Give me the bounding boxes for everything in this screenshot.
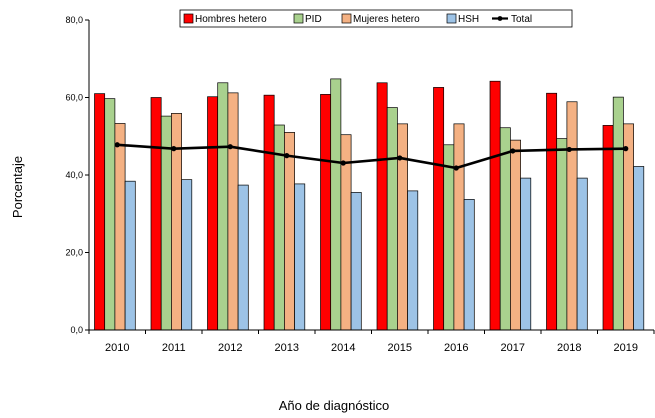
legend-swatch-hsh	[446, 13, 457, 24]
y-tick-label: 80,0	[65, 15, 83, 25]
legend-box	[179, 9, 573, 28]
bar-mujeres-hetero-2019	[623, 123, 634, 331]
legend-label-total: Total	[511, 14, 532, 25]
legend-swatch-mujeres-hetero	[341, 13, 352, 24]
legend-swatch-pid	[293, 13, 304, 24]
point-total-2012	[227, 144, 233, 150]
x-tick-label-2011: 2011	[162, 342, 186, 354]
bar-mujeres-hetero-2018	[566, 101, 578, 331]
bar-hsh-2018	[576, 177, 588, 331]
legend-label-pid: PID	[305, 14, 322, 25]
bar-hombres-hetero-2016	[433, 87, 445, 331]
bar-pid-2012	[217, 82, 229, 331]
legend: Hombres hetero PID Mujeres hetero HSH Total	[179, 9, 573, 28]
bar-hombres-hetero-2015	[376, 82, 388, 331]
bar-hsh-2013	[294, 183, 306, 331]
bar-pid-2018	[556, 138, 568, 331]
y-tick-label: 60,0	[65, 93, 83, 103]
x-tick-label-2017: 2017	[501, 342, 525, 354]
x-tick-label-2016: 2016	[444, 342, 468, 354]
x-tick-label-2014: 2014	[331, 342, 355, 354]
point-total-2011	[171, 146, 177, 152]
y-axis-title: Porcentaje	[10, 156, 25, 218]
bar-mujeres-hetero-2015	[397, 123, 408, 331]
x-tick-labels: 2010 2011 2012 2013 2014 2015 2016 2017 2018 2019	[105, 342, 638, 354]
x-tick-label-2010: 2010	[105, 342, 129, 354]
bar-hombres-hetero-2013	[263, 94, 275, 331]
bar-mujeres-hetero-2010	[114, 123, 126, 331]
bar-pid-2017	[499, 127, 511, 331]
y-tick-labels: 0,0 20,0 40,0 60,0 80,0	[65, 15, 83, 335]
bar-hombres-hetero-2017	[489, 80, 501, 331]
point-total-2010	[114, 142, 120, 148]
bar-hombres-hetero-2012	[207, 96, 219, 331]
legend-label-hsh: HSH	[458, 14, 479, 25]
point-total-2013	[284, 153, 290, 159]
bar-hombres-hetero-2018	[546, 92, 558, 331]
x-tick-label-2012: 2012	[218, 342, 242, 354]
bar-hsh-2015	[407, 190, 419, 331]
line-total	[117, 143, 626, 170]
bar-pid-2015	[386, 107, 398, 331]
legend-marker-total	[497, 16, 503, 21]
bar-hsh-2017	[520, 177, 532, 331]
bar-mujeres-hetero-2016	[453, 123, 465, 331]
legend-label-hombres-hetero: Hombres hetero	[195, 14, 267, 25]
y-tick-label: 0,0	[70, 325, 83, 335]
bar-mujeres-hetero-2017	[510, 139, 521, 331]
point-total-2018	[566, 146, 572, 153]
bar-hombres-hetero-2011	[150, 97, 162, 331]
bar-hsh-2012	[237, 184, 249, 331]
legend-swatch-hombres-hetero	[183, 13, 194, 24]
y-tick-label: 20,0	[65, 248, 83, 258]
bars-layer	[94, 78, 645, 331]
axes-layer	[85, 19, 655, 334]
bar-hsh-2011	[181, 179, 193, 331]
x-tick-label-2013: 2013	[275, 342, 299, 354]
bar-hombres-hetero-2010	[94, 93, 106, 331]
bar-pid-2010	[104, 98, 116, 331]
y-tick-label: 40,0	[65, 170, 83, 180]
bar-mujeres-hetero-2013	[284, 132, 295, 331]
bar-pid-2019	[612, 96, 624, 331]
bar-hsh-2019	[633, 166, 645, 331]
legend-label-mujeres-hetero: Mujeres hetero	[353, 14, 420, 25]
x-axis-title: Año de diagnóstico	[279, 398, 390, 413]
bar-pid-2016	[443, 144, 455, 331]
point-total-2016	[453, 165, 459, 171]
point-total-2015	[397, 155, 403, 161]
bar-hombres-hetero-2014	[320, 94, 332, 331]
point-total-2017	[510, 148, 516, 154]
bar-hsh-2016	[463, 199, 475, 331]
bar-hombres-hetero-2019	[602, 125, 614, 331]
bar-mujeres-hetero-2012	[227, 92, 239, 331]
bar-hsh-2010	[124, 180, 136, 331]
bar-mujeres-hetero-2011	[171, 113, 182, 331]
x-tick-label-2019: 2019	[614, 342, 638, 354]
total-line-layer	[114, 142, 629, 171]
bar-pid-2014	[330, 78, 342, 331]
point-total-2019	[623, 146, 629, 152]
bar-hsh-2014	[350, 192, 362, 331]
point-total-2014	[340, 160, 346, 166]
x-tick-label-2018: 2018	[557, 342, 581, 354]
x-tick-label-2015: 2015	[388, 342, 412, 354]
